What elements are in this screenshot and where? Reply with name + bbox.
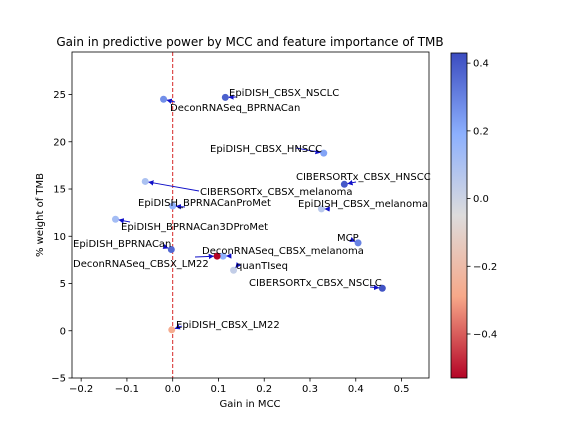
point-label: EpiDISH_CBSX_NSCLC bbox=[229, 88, 339, 99]
colorbar-tick-label: 0.2 bbox=[473, 126, 489, 137]
x-tick-label: 0.2 bbox=[256, 384, 272, 395]
y-tick-label: 15 bbox=[53, 185, 66, 196]
data-point bbox=[160, 96, 167, 103]
point-label: EpiDISH_BPRNACanProMet bbox=[138, 198, 271, 209]
point-label: EpiDISH_CBSX_melanoma bbox=[298, 199, 428, 210]
point-label: CIBERSORTx_CBSX_melanoma bbox=[200, 187, 353, 198]
point-label: CIBERSORTx_CBSX_NSCLC bbox=[249, 278, 382, 289]
y-tick-label: 10 bbox=[53, 232, 66, 243]
x-tick-label: −0.1 bbox=[115, 384, 139, 395]
x-tick-label: 0.5 bbox=[394, 384, 410, 395]
y-axis-label: % weight of TMB bbox=[35, 173, 46, 257]
point-label: EpiDISH_BPRNACan bbox=[73, 239, 171, 250]
x-tick-label: 0.4 bbox=[348, 384, 364, 395]
colorbar-tick-label: 0.4 bbox=[473, 59, 489, 70]
data-point bbox=[142, 178, 149, 185]
point-label: DeconRNASeq_CBSX_melanoma bbox=[202, 246, 364, 257]
point-label: DeconRNASeq_BPRNACan bbox=[170, 103, 300, 114]
y-tick-label: 0 bbox=[60, 326, 66, 337]
point-label: DeconRNASeq_CBSX_LM22 bbox=[73, 259, 209, 270]
x-tick-label: −0.2 bbox=[69, 384, 93, 395]
data-point bbox=[168, 326, 175, 333]
data-point bbox=[112, 216, 119, 223]
colorbar-tick-label: −0.2 bbox=[473, 262, 497, 273]
point-label: quanTIseq bbox=[236, 261, 288, 272]
chart-title: Gain in predictive power by MCC and feat… bbox=[56, 35, 443, 49]
y-tick-label: 5 bbox=[60, 279, 66, 290]
point-label: EpiDISH_CBSX_HNSCC bbox=[210, 144, 322, 155]
point-label: EpiDISH_CBSX_LM22 bbox=[176, 320, 280, 331]
x-axis-label: Gain in MCC bbox=[219, 399, 280, 410]
colorbar-tick-label: 0.0 bbox=[473, 194, 489, 205]
x-tick-label: 0.1 bbox=[211, 384, 227, 395]
colorbar: −0.4 −0.2 0.0 0.2 0.4 bbox=[451, 53, 497, 378]
point-label: MCP bbox=[337, 233, 359, 244]
y-tick-label: 20 bbox=[53, 137, 66, 148]
colorbar-gradient bbox=[451, 53, 467, 378]
data-point bbox=[222, 94, 229, 101]
point-label: EpiDISH_BPRNACan3DProMet bbox=[121, 222, 268, 233]
x-tick-label: 0.0 bbox=[165, 384, 181, 395]
y-tick-label: −5 bbox=[51, 374, 66, 385]
y-tick-label: 25 bbox=[53, 90, 66, 101]
colorbar-tick-label: −0.4 bbox=[473, 329, 497, 340]
x-tick-label: 0.3 bbox=[302, 384, 318, 395]
point-label: CIBERSORTx_CBSX_HNSCC bbox=[296, 172, 431, 183]
